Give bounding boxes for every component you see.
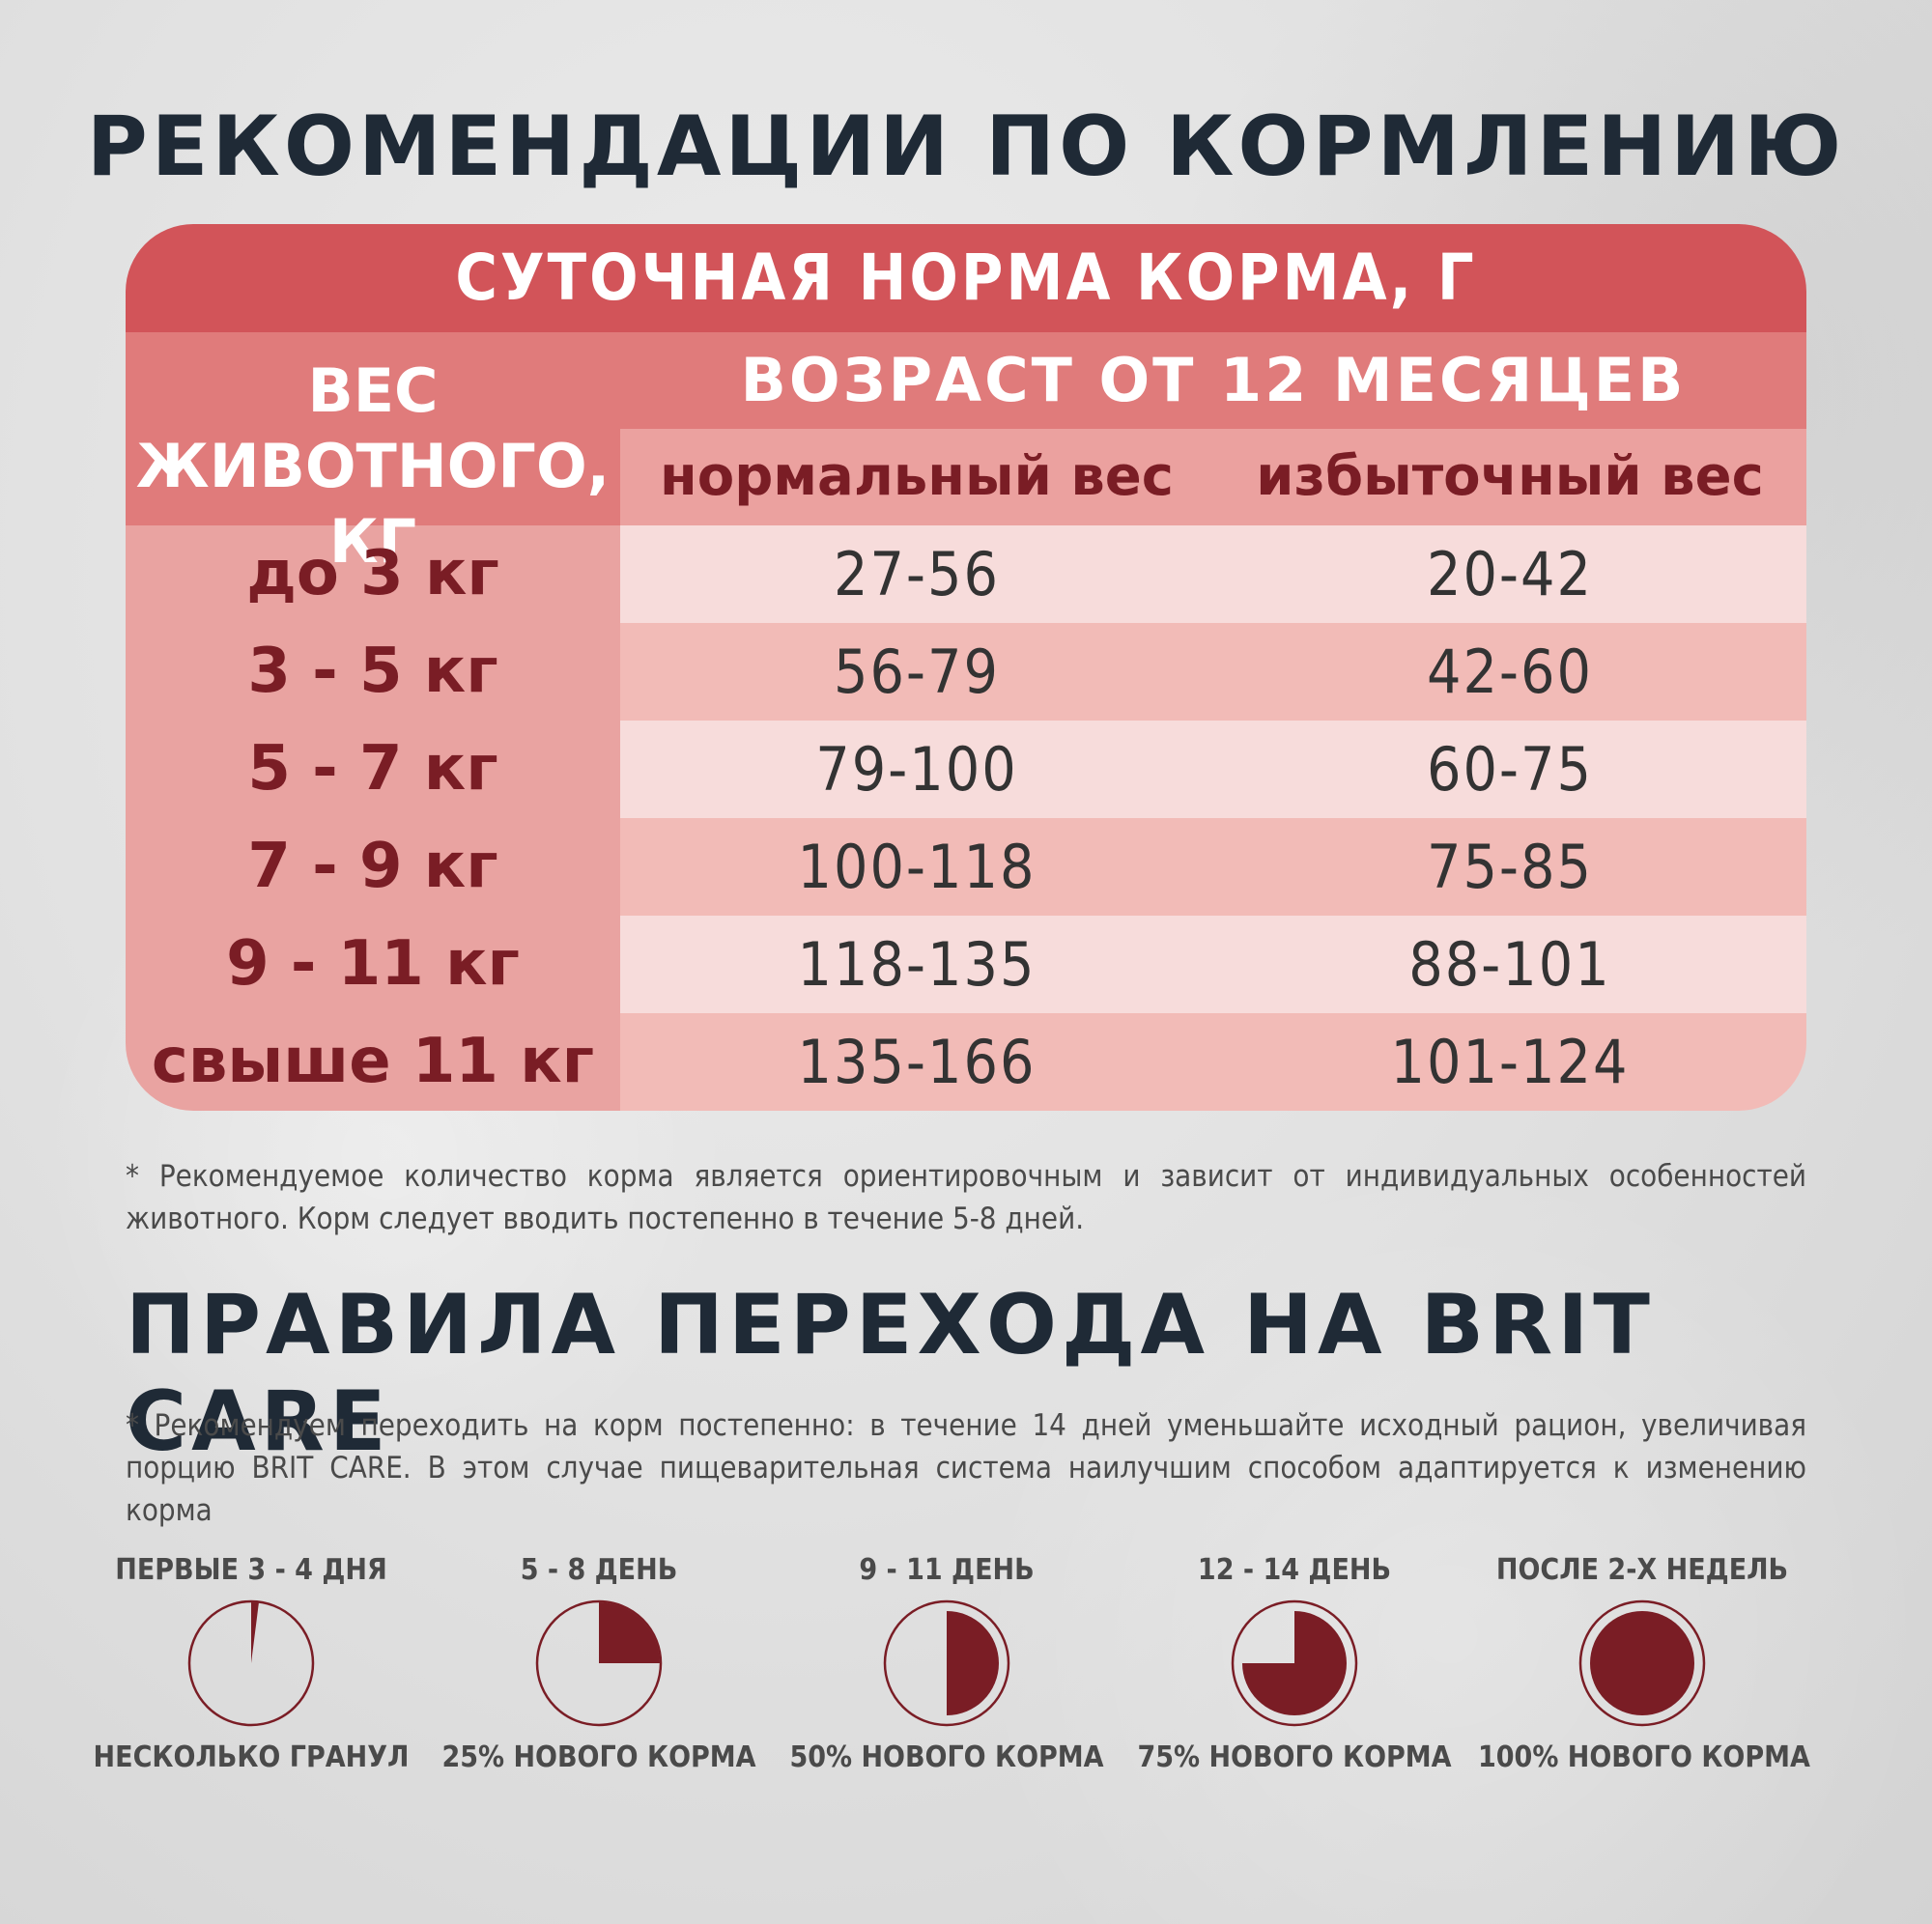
feeding-table: СУТОЧНАЯ НОРМА КОРМА, Г ВЕС ЖИВОТНОГО, К… — [126, 224, 1806, 1111]
table-row: 7 - 9 кг 100-118 75-85 — [126, 818, 1806, 916]
over-cell: 42-60 — [1426, 637, 1594, 707]
pie-outline — [1231, 1599, 1358, 1727]
step-4: 12 - 14 ДЕНЬ 75% НОВОГО КОРМА — [1130, 1549, 1459, 1779]
weight-cell: 7 - 9 кг — [247, 831, 498, 902]
table-row: свыше 11 кг 135-166 101-124 — [126, 1013, 1806, 1111]
normal-cell: 135-166 — [797, 1027, 1037, 1097]
step-period: ПЕРВЫЕ 3 - 4 ДНЯ — [115, 1553, 387, 1587]
over-cell: 88-101 — [1408, 929, 1611, 1000]
weight-cell: до 3 кг — [246, 538, 499, 609]
table-row: 9 - 11 кг 118-135 88-101 — [126, 916, 1806, 1013]
pie-chart-icon — [1231, 1599, 1358, 1727]
normal-cell: 27-56 — [833, 539, 1001, 609]
feeding-note: * Рекомендуемое количество корма являетс… — [126, 1159, 1806, 1236]
pie-slice — [947, 1611, 999, 1715]
table-row: до 3 кг 27-56 20-42 — [126, 525, 1806, 623]
col-overweight: избыточный вес — [1256, 445, 1764, 508]
pie-slice — [251, 1602, 259, 1663]
normal-cell: 56-79 — [833, 637, 1001, 707]
col-normal-weight: нормальный вес — [660, 445, 1174, 508]
weight-cell: 5 - 7 кг — [247, 733, 498, 805]
table-row: 5 - 7 кг 79-100 60-75 — [126, 721, 1806, 818]
table-header: СУТОЧНАЯ НОРМА КОРМА, Г — [126, 224, 1806, 332]
weight-header-line2: ЖИВОТНОГО, КГ — [135, 431, 611, 577]
transition-note: * Рекомендуем переходить на корм постепе… — [126, 1408, 1806, 1528]
weight-header: ВЕС ЖИВОТНОГО, КГ — [126, 332, 620, 577]
weight-cell: 9 - 11 кг — [226, 928, 520, 1000]
normal-cell: 79-100 — [815, 734, 1018, 805]
section-title-transition: ПРАВИЛА ПЕРЕХОДА НА BRIT CARE — [126, 1277, 1655, 1470]
step-label: НЕСКОЛЬКО ГРАНУЛ — [93, 1740, 410, 1774]
age-header: ВОЗРАСТ ОТ 12 МЕСЯЦЕВ — [620, 332, 1806, 429]
column-subheaders: нормальный вес избыточный вес — [620, 429, 1806, 525]
weight-header-line1: ВЕС — [307, 355, 439, 426]
over-cell: 101-124 — [1390, 1027, 1630, 1097]
pie-chart-icon — [883, 1599, 1010, 1727]
step-3: 9 - 11 ДЕНЬ 50% НОВОГО КОРМА — [782, 1549, 1111, 1779]
step-period: 12 - 14 ДЕНЬ — [1197, 1553, 1392, 1587]
pie-outline — [535, 1599, 663, 1727]
step-label: 25% НОВОГО КОРМА — [441, 1740, 756, 1774]
step-period: 5 - 8 ДЕНЬ — [520, 1553, 678, 1587]
weight-cell: 3 - 5 кг — [247, 636, 498, 707]
step-1: ПЕРВЫЕ 3 - 4 ДНЯ НЕСКОЛЬКО ГРАНУЛ — [87, 1549, 415, 1779]
pie-slice — [1590, 1611, 1694, 1715]
over-cell: 75-85 — [1426, 832, 1594, 902]
transition-steps: ПЕРВЫЕ 3 - 4 ДНЯ НЕСКОЛЬКО ГРАНУЛ 5 - 8 … — [94, 1549, 1826, 1781]
step-period: 9 - 11 ДЕНЬ — [859, 1553, 1035, 1587]
weight-cell: свыше 11 кг — [151, 1026, 595, 1097]
pie-outline — [187, 1599, 315, 1727]
page-title: РЕКОМЕНДАЦИИ ПО КОРМЛЕНИЮ — [86, 99, 1846, 195]
pie-chart-icon — [187, 1599, 315, 1727]
step-5: ПОСЛЕ 2-Х НЕДЕЛЬ 100% НОВОГО КОРМА — [1478, 1549, 1810, 1779]
step-label: 75% НОВОГО КОРМА — [1137, 1740, 1452, 1774]
table-row: 3 - 5 кг 56-79 42-60 — [126, 623, 1806, 721]
pie-chart-icon — [535, 1599, 663, 1727]
normal-cell: 100-118 — [797, 832, 1037, 902]
step-label: 100% НОВОГО КОРМА — [1478, 1740, 1810, 1774]
step-period: ПОСЛЕ 2-Х НЕДЕЛЬ — [1495, 1553, 1789, 1587]
over-cell: 20-42 — [1426, 539, 1594, 609]
pie-outline — [883, 1599, 1010, 1727]
over-cell: 60-75 — [1426, 734, 1594, 805]
pie-slice — [1242, 1611, 1347, 1715]
step-label: 50% НОВОГО КОРМА — [789, 1740, 1104, 1774]
step-2: 5 - 8 ДЕНЬ 25% НОВОГО КОРМА — [435, 1549, 763, 1779]
pie-outline — [1578, 1599, 1706, 1727]
pie-chart-icon — [1578, 1599, 1706, 1727]
table-body: до 3 кг 27-56 20-42 3 - 5 кг 56-79 42-60 5… — [126, 525, 1806, 1111]
pie-slice — [599, 1602, 660, 1663]
normal-cell: 118-135 — [797, 929, 1037, 1000]
